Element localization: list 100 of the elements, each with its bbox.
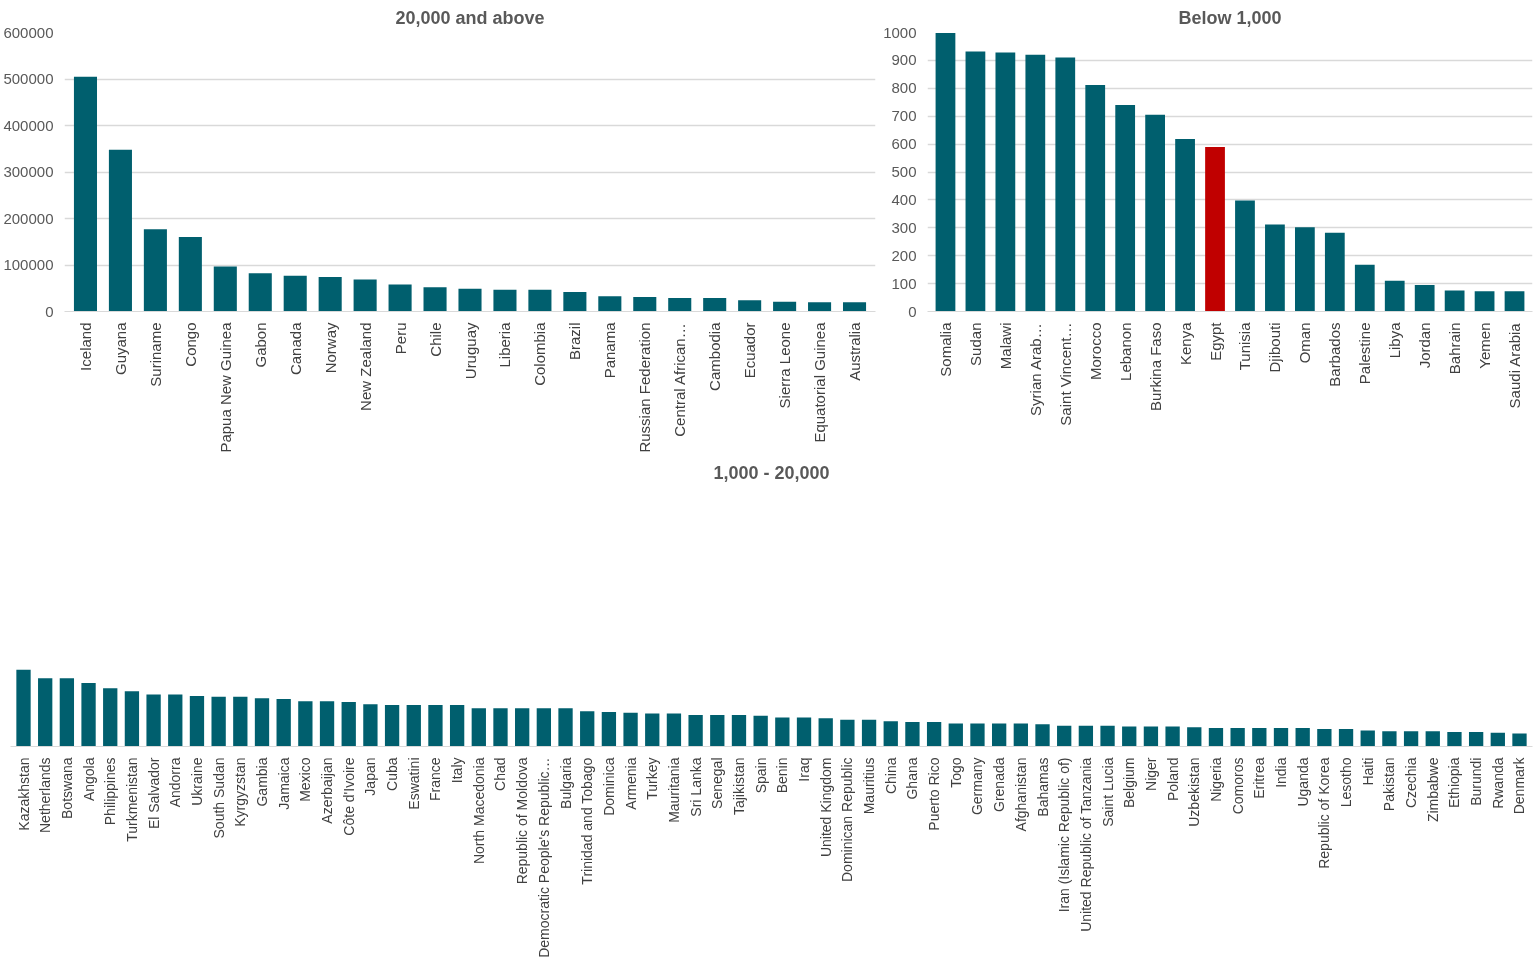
bar	[515, 708, 530, 747]
x-tick-label: New Zealand	[356, 322, 374, 411]
x-tick-label: Ghana	[904, 757, 921, 800]
bar	[103, 688, 118, 747]
x-tick-label: Burkina Faso	[1146, 322, 1164, 411]
x-tick-label: Pakistan	[1381, 757, 1398, 812]
bar	[1444, 290, 1465, 312]
x-tick-label: Germany	[969, 757, 986, 816]
bar	[842, 302, 867, 312]
x-tick-label: North Macedonia	[470, 757, 487, 865]
bar	[248, 273, 272, 312]
bar	[1235, 200, 1255, 312]
bar	[528, 289, 552, 312]
bar	[1295, 728, 1310, 747]
bar	[991, 723, 1007, 747]
x-tick-label: Mauritius	[861, 757, 878, 815]
x-tick-label: Andorra	[167, 757, 184, 808]
x-tick-label: Turkmenistan	[123, 757, 140, 842]
bar	[1273, 728, 1289, 747]
x-tick-label: Eritrea	[1251, 757, 1268, 799]
bar	[710, 715, 725, 747]
x-tick-label: Dominican Republic	[839, 757, 856, 882]
x-tick-label: Afghanistan	[1012, 757, 1029, 832]
x-tick-label: Barbados	[1326, 322, 1344, 387]
x-tick-label: Jordan	[1416, 322, 1434, 369]
x-tick-label: Cambodia	[706, 321, 724, 391]
bar	[298, 701, 313, 747]
x-tick-label: Spain	[752, 757, 769, 794]
bar	[1403, 731, 1419, 747]
y-tick-label: 600	[891, 135, 917, 153]
x-tick-label: Cuba	[384, 757, 401, 791]
x-tick-label: Benin	[774, 757, 791, 794]
bar	[124, 691, 140, 747]
x-tick-label: Zimbabwe	[1424, 757, 1441, 823]
x-tick-label: Nigeria	[1207, 757, 1224, 802]
x-tick-label: Sudan	[966, 322, 984, 366]
x-tick-label: Egypt	[1206, 321, 1224, 361]
bar	[213, 266, 237, 312]
bar	[883, 721, 898, 747]
bar	[178, 237, 202, 312]
x-tick-label: Bahrain	[1446, 322, 1464, 375]
x-tick-label: Norway	[321, 322, 339, 374]
x-tick-label: Rwanda	[1489, 757, 1506, 809]
bar	[598, 296, 622, 312]
bar	[59, 678, 75, 747]
x-tick-label: Philippines	[102, 757, 119, 826]
x-tick-label: Ethiopia	[1446, 757, 1463, 809]
x-tick-label: Comoros	[1229, 757, 1246, 815]
y-tick-label: 200000	[3, 209, 54, 227]
y-tick-label: 400000	[3, 116, 54, 134]
x-tick-label: Djibouti	[1266, 322, 1284, 373]
bar	[38, 678, 53, 747]
bar	[1468, 731, 1484, 747]
x-tick-label: Saint Lucia	[1099, 757, 1116, 827]
bar	[1230, 728, 1245, 747]
bar	[1057, 725, 1072, 747]
x-tick-label: Canada	[286, 321, 304, 376]
x-tick-label: Angola	[80, 757, 97, 802]
bar	[1512, 733, 1527, 747]
y-tick-label: 500	[891, 163, 917, 180]
bar	[254, 698, 270, 747]
bar	[1324, 232, 1345, 312]
bar	[384, 705, 400, 747]
x-tick-label: Jamaica	[275, 757, 292, 810]
bar	[666, 713, 682, 747]
x-tick-label: Central African…	[671, 323, 689, 437]
y-tick-label: 300000	[3, 163, 54, 180]
x-tick-label: Tunisia	[1236, 321, 1254, 371]
bar	[81, 682, 96, 747]
bar	[1294, 227, 1315, 312]
bar	[73, 76, 98, 312]
bar	[965, 51, 986, 312]
chart-title: 1,000 - 20,000	[713, 462, 830, 483]
y-tick-label: 900	[891, 51, 917, 69]
bar	[935, 33, 956, 312]
bar	[168, 694, 183, 747]
bar	[580, 711, 595, 747]
bar	[493, 289, 517, 312]
x-tick-label: Gambia	[254, 757, 270, 807]
bar	[645, 713, 660, 747]
x-tick-label: Côte d'Ivoire	[340, 757, 357, 836]
y-tick-label: 200	[891, 246, 917, 264]
bar	[948, 723, 963, 747]
y-tick-label: 100000	[3, 256, 54, 273]
bar	[926, 721, 942, 747]
x-tick-label: Republic of Moldova	[514, 757, 531, 885]
bar	[406, 705, 421, 747]
x-tick-label: Denmark	[1511, 756, 1528, 815]
y-tick-label: 300	[891, 218, 917, 236]
x-tick-label: United Republic of Tanzania	[1077, 757, 1094, 932]
bar	[773, 301, 797, 312]
bar	[458, 288, 482, 312]
x-tick-label: Uruguay	[461, 322, 479, 380]
x-tick-label: Uganda	[1294, 757, 1311, 807]
bar	[423, 287, 447, 312]
bar	[775, 717, 790, 747]
x-tick-label: Sri Lanka	[687, 757, 704, 817]
x-tick-label: Lesotho	[1338, 757, 1355, 808]
bar	[1115, 105, 1136, 312]
x-tick-label: China	[882, 757, 899, 795]
